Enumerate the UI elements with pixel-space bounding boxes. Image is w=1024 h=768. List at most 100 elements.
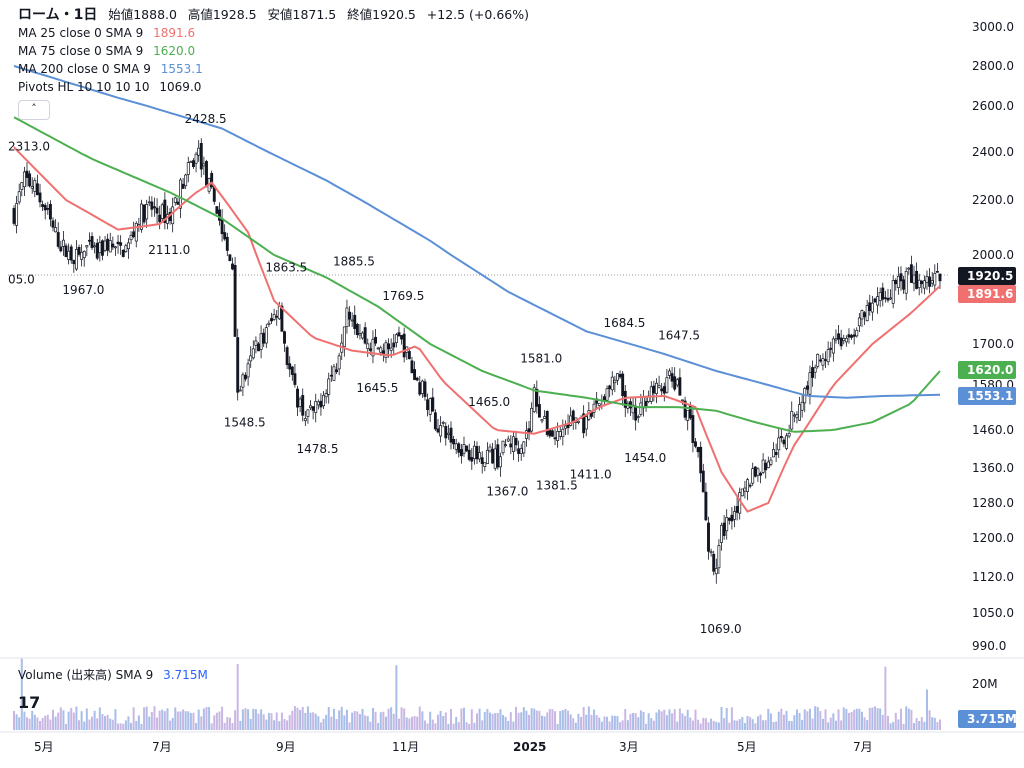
volume-bar <box>67 711 70 730</box>
volume-bar <box>426 723 429 730</box>
volume-bar <box>140 723 143 730</box>
candle-body <box>876 296 880 306</box>
candle-body <box>493 448 497 469</box>
candle-body <box>522 441 526 454</box>
candle-body <box>254 340 258 346</box>
candle-body <box>855 329 859 337</box>
volume-bar <box>124 720 127 730</box>
candle-body <box>496 444 500 468</box>
candle-body <box>691 415 695 443</box>
volume-bar <box>369 721 372 730</box>
candle-body <box>618 374 622 378</box>
candle-body <box>426 399 430 411</box>
candle-body <box>517 448 521 454</box>
candle-body <box>173 197 177 203</box>
volume-bar <box>821 718 824 730</box>
volume-bar <box>837 709 840 730</box>
volume-bar <box>819 711 822 730</box>
volume-bar <box>449 709 452 730</box>
volume-bar <box>902 723 905 730</box>
symbol-title[interactable]: ローム・1日 <box>18 7 98 23</box>
candle-body <box>504 444 508 447</box>
volume-bar <box>317 716 320 730</box>
volume-bar <box>413 716 416 730</box>
indicator-pivots[interactable]: Pivots HL 10 10 10 10 1069.0 <box>18 78 529 96</box>
volume-bar <box>210 723 213 730</box>
volume-bar <box>75 706 78 730</box>
candle-body <box>194 153 198 164</box>
candle-body <box>668 370 671 376</box>
candle-body <box>470 457 474 462</box>
volume-bar <box>775 721 778 730</box>
volume-bar <box>416 716 419 730</box>
candle-body <box>85 245 89 248</box>
volume-bar <box>606 716 609 730</box>
candle-body <box>82 251 86 258</box>
volume-bar <box>226 717 229 730</box>
volume-bar <box>808 708 811 730</box>
volume-bar <box>418 706 421 730</box>
volume-legend[interactable]: Volume (出来高) SMA 9 3.715M <box>18 666 208 683</box>
volume-bar <box>728 722 731 730</box>
indicator-ma75[interactable]: MA 75 close 0 SMA 9 1620.0 <box>18 42 529 60</box>
candle-body <box>787 432 791 437</box>
candle-body <box>264 327 268 344</box>
volume-bar <box>23 711 26 730</box>
candle-body <box>751 468 755 484</box>
candle-body <box>465 445 469 452</box>
candle-body <box>483 462 487 467</box>
volume-bar <box>767 708 770 730</box>
volume-bar <box>78 720 81 730</box>
volume-bar <box>122 723 125 730</box>
candle-body <box>67 250 71 260</box>
chart-legend: ローム・1日 始値1888.0 高値1928.5 安値1871.5 終値1920… <box>18 6 529 96</box>
volume-bar <box>361 708 364 730</box>
volume-bar <box>213 715 216 730</box>
indicator-ma25[interactable]: MA 25 close 0 SMA 9 1891.6 <box>18 24 529 42</box>
tradingview-logo-icon[interactable]: 17 <box>18 693 52 717</box>
volume-bar <box>460 708 463 730</box>
candle-body <box>655 382 658 394</box>
candle-body <box>400 335 404 340</box>
candle-body <box>925 276 929 283</box>
candle-body <box>259 333 263 350</box>
volume-bar <box>163 711 166 730</box>
candle-body <box>883 297 887 299</box>
volume-bar <box>189 712 192 730</box>
volume-bar <box>806 711 809 730</box>
volume-bar <box>187 711 190 730</box>
pivot-label: 2428.5 <box>185 112 227 126</box>
candle-body <box>324 393 328 398</box>
candle-body <box>915 270 919 289</box>
volume-bar <box>546 712 549 730</box>
volume-bar <box>444 712 447 730</box>
candle-body <box>113 246 117 249</box>
pivot-label: 1645.5 <box>356 381 398 395</box>
indicator-ma200[interactable]: MA 200 close 0 SMA 9 1553.1 <box>18 60 529 78</box>
volume-bar <box>431 719 434 730</box>
ma75-price-tag-bg <box>958 361 1016 379</box>
candle-body <box>733 511 736 520</box>
volume-bar <box>215 712 218 730</box>
volume-bar <box>184 711 187 730</box>
indicator-ma25-label: MA 25 close 0 SMA 9 <box>18 26 144 40</box>
volume-bar <box>889 723 892 730</box>
pivot-label: 1684.5 <box>603 316 645 330</box>
volume-bar <box>117 723 120 730</box>
legend-collapse-button[interactable]: ˄ <box>18 100 50 120</box>
volume-bar <box>509 712 512 730</box>
candle-body <box>46 208 50 210</box>
volume-bar <box>624 709 627 730</box>
candle-body <box>93 245 97 248</box>
volume-bar <box>595 715 598 730</box>
volume-bar <box>408 718 411 730</box>
volume-bar <box>26 717 29 730</box>
volume-bar <box>702 717 705 730</box>
pivot-label: 1411.0 <box>570 467 612 481</box>
candle-body <box>917 279 921 289</box>
candle-body <box>818 359 822 362</box>
volume-bar <box>228 717 231 730</box>
candle-body <box>452 439 456 445</box>
